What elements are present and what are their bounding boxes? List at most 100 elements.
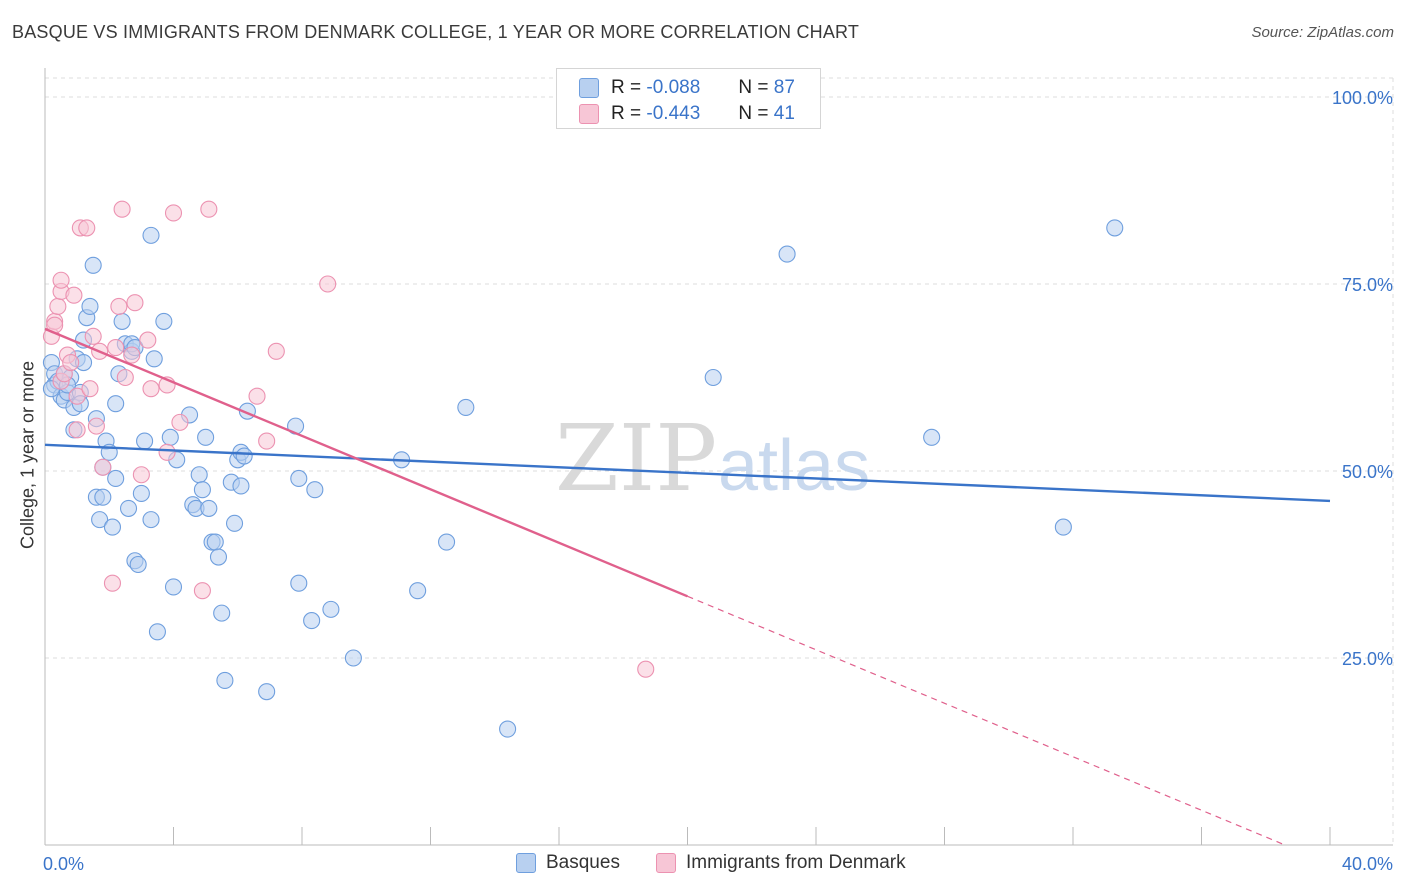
basques-point [438, 533, 456, 551]
denmark-point [81, 380, 99, 398]
watermark-zip: ZIP [555, 405, 717, 512]
basques-point [322, 600, 340, 618]
legend-n-label: N = [738, 103, 769, 124]
basques-point [164, 578, 183, 596]
basques-point [193, 481, 211, 499]
legend-label-basques: Basques [546, 852, 620, 873]
basques-point [142, 226, 160, 244]
legend-swatch-basques [516, 853, 536, 873]
legend-item-basques[interactable]: Basques [516, 852, 620, 874]
basques-point [704, 368, 722, 387]
y-tick-label: 25.0% [1342, 649, 1393, 669]
chart-title: BASQUE VS IMMIGRANTS FROM DENMARK COLLEG… [12, 22, 860, 42]
basques-point [209, 548, 228, 566]
denmark-point [139, 331, 157, 349]
denmark-point [68, 387, 86, 405]
denmark-point [171, 413, 189, 431]
axis-layer: 25.0% 50.0% 75.0% 100.0% 0.0% 40.0% [43, 68, 1393, 874]
source-label: Source: ZipAtlas.com [1251, 24, 1394, 41]
basques-point [216, 671, 234, 689]
basques-point [81, 297, 99, 315]
basques-point [142, 511, 160, 529]
basques-point [145, 350, 163, 368]
basques-point [225, 514, 244, 532]
denmark-points [42, 200, 655, 678]
denmark-point [637, 660, 655, 678]
basques-point [119, 499, 138, 517]
legend-n-value-basques: 87 [773, 77, 795, 98]
basques-point [923, 428, 941, 446]
basques-point [206, 533, 224, 551]
y-tick-label: 75.0% [1342, 275, 1393, 295]
denmark-point [142, 380, 160, 398]
basques-point [132, 484, 150, 502]
x-tick-label: 40.0% [1342, 854, 1393, 874]
series-legend: Basques Immigrants from Denmark [0, 852, 1406, 878]
legend-r-value-denmark: -0.443 [646, 103, 701, 124]
legend-r-value-basques: -0.088 [646, 77, 701, 98]
denmark-trendline-extension [687, 595, 1286, 846]
basques-point [190, 466, 208, 484]
denmark-point [123, 346, 141, 364]
basques-point [84, 256, 102, 274]
basques-point [232, 477, 250, 495]
basques-point [1054, 518, 1072, 536]
basques-point [197, 428, 215, 446]
y-tick-label: 100.0% [1332, 88, 1393, 108]
denmark-point [78, 219, 96, 237]
denmark-point [94, 458, 112, 476]
denmark-point [87, 417, 105, 435]
basques-point [778, 245, 796, 263]
basques-point [213, 604, 231, 622]
denmark-point [110, 297, 128, 315]
basques-point [113, 312, 131, 330]
denmark-point [103, 574, 122, 592]
denmark-point [52, 271, 70, 289]
denmark-point [126, 294, 144, 312]
denmark-point [158, 443, 176, 461]
basques-point [235, 447, 253, 465]
basques-point [103, 518, 122, 536]
denmark-point [62, 353, 80, 372]
legend-r-label: R = [611, 103, 642, 124]
legend-swatch-denmark [579, 104, 599, 124]
legend-swatch-basques [579, 78, 599, 98]
denmark-point [164, 204, 183, 222]
denmark-point [193, 582, 211, 600]
watermark: ZIP atlas [555, 405, 870, 512]
basques-point [290, 574, 308, 592]
basques-point [136, 432, 154, 450]
denmark-point [107, 339, 125, 357]
denmark-point [319, 275, 337, 293]
basques-point [457, 398, 475, 416]
basques-point [303, 612, 321, 630]
correlation-legend: R = -0.088 N = 87 R = -0.443 N = 41 [556, 68, 821, 129]
basques-point [409, 582, 427, 600]
trend-layer [44, 327, 1331, 846]
denmark-point [267, 342, 285, 360]
denmark-point [200, 200, 218, 218]
legend-item-denmark[interactable]: Immigrants from Denmark [656, 852, 906, 874]
basques-point [258, 683, 276, 701]
watermark-atlas: atlas [718, 426, 870, 506]
basques-trendline [44, 443, 1331, 503]
legend-row-basques: R = -0.088 N = 87 [579, 76, 795, 100]
basques-point [94, 488, 112, 506]
basques-point [200, 499, 218, 517]
y-tick-label: 50.0% [1342, 462, 1393, 482]
denmark-trendline [44, 327, 688, 598]
basques-point [155, 312, 173, 330]
x-tick-label: 0.0% [43, 854, 84, 874]
denmark-point [248, 387, 266, 405]
denmark-point [258, 432, 276, 450]
legend-label-denmark: Immigrants from Denmark [686, 852, 906, 873]
basques-point [161, 428, 179, 446]
denmark-point [113, 200, 131, 218]
basques-point [306, 481, 324, 499]
denmark-point [68, 421, 86, 439]
basques-point [1106, 219, 1124, 237]
denmark-point [116, 368, 134, 387]
basques-point [91, 511, 109, 529]
basques-point [499, 720, 517, 738]
